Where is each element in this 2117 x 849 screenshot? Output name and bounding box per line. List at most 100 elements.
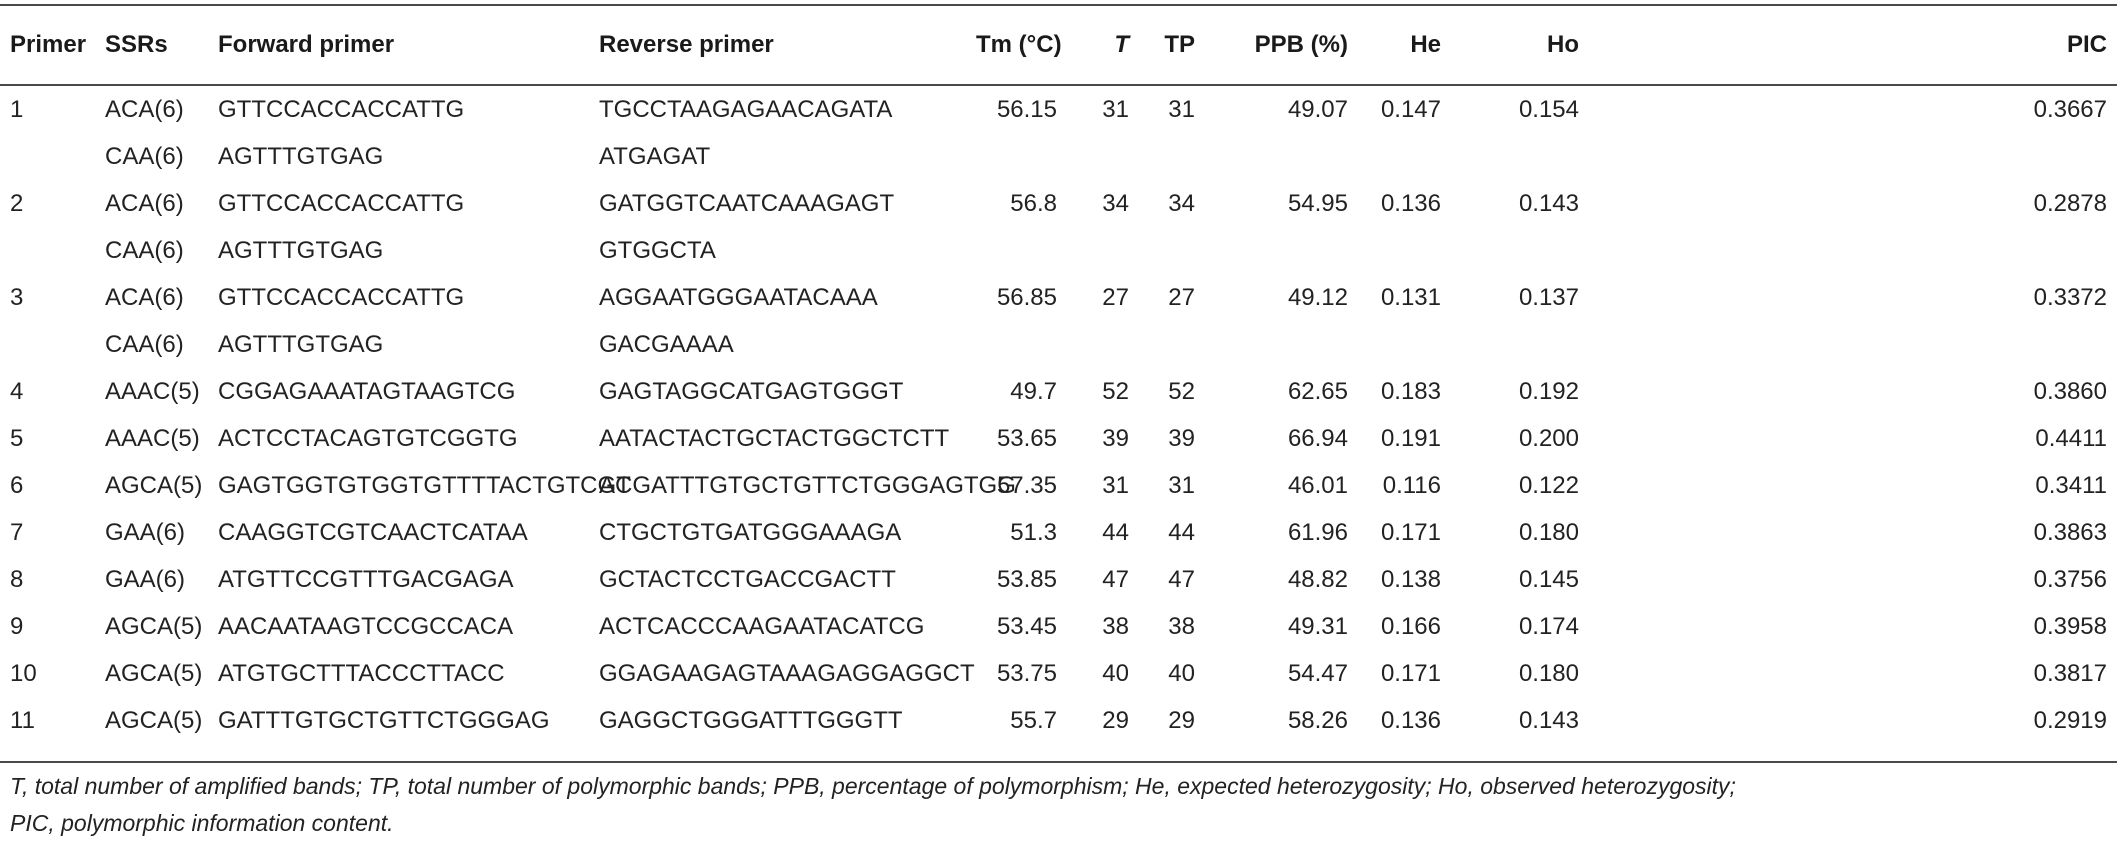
cell-forward-primer: GTTCCACCACCATTG (218, 95, 465, 123)
cell-t: 44 (1102, 518, 1129, 546)
table-row: 1 ACA(6) GTTCCACCACCATTG TGCCTAAGAGAACAG… (0, 85, 2117, 133)
cell-t: 34 (1102, 189, 1129, 217)
cell-tm: 55.7 (1010, 706, 1057, 734)
cell-he: 0.136 (1380, 189, 1441, 217)
footnote-line-2: PIC, polymorphic information content. (10, 810, 394, 836)
cell-primer: 1 (10, 95, 24, 123)
table-header: Primer SSRs Forward primer Reverse prime… (0, 4, 2117, 86)
cell-reverse-primer: AGGAATGGGAATACAAA (599, 283, 878, 311)
cell-tm: 51.3 (1010, 518, 1057, 546)
header-primer: Primer (0, 4, 105, 86)
cell-he (1348, 227, 1441, 274)
cell-primer: 3 (10, 283, 24, 311)
table-bottom-rule (0, 761, 2117, 763)
cell-he: 0.183 (1380, 377, 1441, 405)
cell-tm: 53.45 (996, 612, 1057, 640)
cell-primer (0, 133, 105, 180)
cell-ppb: 62.65 (1287, 377, 1348, 405)
cell-ho: 0.145 (1518, 565, 1579, 593)
cell-t: 38 (1102, 612, 1129, 640)
cell-tp: 44 (1168, 518, 1195, 546)
cell-ppb: 49.31 (1287, 612, 1348, 640)
cell-t (1057, 321, 1135, 368)
header-t: T (1057, 4, 1135, 86)
cell-forward-primer: AGTTTGTGAG (218, 142, 384, 170)
table-row: 10 AGCA(5) ATGTGCTTTACCCTTACC GGAGAAGAGT… (0, 650, 2117, 697)
cell-reverse-primer: GAGTAGGCATGAGTGGGT (599, 377, 904, 405)
cell-ppb: 61.96 (1287, 518, 1348, 546)
cell-ho (1441, 227, 1579, 274)
cell-forward-primer: AGTTTGTGAG (218, 236, 384, 264)
cell-primer: 9 (10, 612, 24, 640)
cell-ssrs: CAA(6) (105, 142, 184, 170)
cell-reverse-primer: ATGAGAT (599, 142, 711, 170)
cell-forward-primer: AGTTTGTGAG (218, 330, 384, 358)
cell-ssrs: AGCA(5) (105, 612, 203, 640)
cell-tm: 49.7 (1010, 377, 1057, 405)
cell-pic (1579, 227, 2117, 274)
cell-pic: 0.3958 (2033, 612, 2107, 640)
cell-tp: 52 (1168, 377, 1195, 405)
cell-ppb: 54.95 (1287, 189, 1348, 217)
cell-he: 0.138 (1380, 565, 1441, 593)
cell-he: 0.131 (1380, 283, 1441, 311)
header-ho: Ho (1441, 4, 1579, 86)
cell-he: 0.171 (1380, 518, 1441, 546)
cell-primer: 2 (10, 189, 24, 217)
cell-pic: 0.4411 (2035, 424, 2107, 452)
cell-tp: 31 (1168, 471, 1195, 499)
cell-tp (1135, 321, 1195, 368)
cell-pic: 0.3817 (2033, 659, 2107, 687)
cell-primer: 5 (10, 424, 24, 452)
cell-primer (0, 227, 105, 274)
cell-forward-primer: GTTCCACCACCATTG (218, 189, 465, 217)
cell-ssrs: GAA(6) (105, 565, 186, 593)
cell-ho: 0.137 (1518, 283, 1579, 311)
cell-t: 39 (1102, 424, 1129, 452)
cell-ssrs: GAA(6) (105, 518, 186, 546)
cell-tm: 53.85 (996, 565, 1057, 593)
cell-reverse-primer: TGCCTAAGAGAACAGATA (599, 95, 893, 123)
cell-he (1348, 321, 1441, 368)
cell-t: 52 (1102, 377, 1129, 405)
table-row: CAA(6) AGTTTGTGAG GACGAAAA (0, 321, 2117, 368)
cell-t (1057, 133, 1135, 180)
cell-tp (1135, 227, 1195, 274)
cell-primer: 11 (10, 706, 35, 734)
cell-tm (976, 321, 1057, 368)
cell-tp: 47 (1168, 565, 1195, 593)
cell-ho: 0.122 (1518, 471, 1579, 499)
cell-pic: 0.3756 (2033, 565, 2107, 593)
header-forward-primer: Forward primer (218, 4, 599, 86)
table-row: CAA(6) AGTTTGTGAG GTGGCTA (0, 227, 2117, 274)
cell-reverse-primer: AATACTACTGCTACTGGCTCTT (599, 424, 950, 452)
header-tm: Tm (°C) (976, 4, 1062, 86)
header-row: Primer SSRs Forward primer Reverse prime… (0, 4, 2117, 86)
cell-he: 0.191 (1380, 424, 1441, 452)
cell-tm: 56.8 (1010, 189, 1057, 217)
cell-tm (976, 227, 1057, 274)
cell-ho: 0.192 (1518, 377, 1579, 405)
cell-primer: 7 (10, 518, 24, 546)
cell-he: 0.147 (1380, 95, 1441, 123)
cell-he: 0.136 (1380, 706, 1441, 734)
cell-primer: 6 (10, 471, 24, 499)
header-he: He (1348, 4, 1441, 86)
cell-primer (0, 321, 105, 368)
cell-pic (1579, 321, 2117, 368)
cell-ppb (1195, 321, 1348, 368)
cell-reverse-primer: GTGGCTA (599, 236, 716, 264)
cell-tp: 40 (1168, 659, 1195, 687)
cell-pic: 0.3667 (2033, 95, 2107, 123)
cell-ssrs: AAAC(5) (105, 424, 200, 452)
cell-ppb: 46.01 (1287, 471, 1348, 499)
cell-reverse-primer: GATGGTCAATCAAAGAGT (599, 189, 895, 217)
table-row: 2 ACA(6) GTTCCACCACCATTG GATGGTCAATCAAAG… (0, 180, 2117, 227)
cell-tp (1135, 133, 1195, 180)
cell-ppb (1195, 133, 1348, 180)
cell-t: 27 (1102, 283, 1129, 311)
table-row: 3 ACA(6) GTTCCACCACCATTG AGGAATGGGAATACA… (0, 274, 2117, 321)
cell-reverse-primer: GAGGCTGGGATTTGGGTT (599, 706, 903, 734)
cell-tm: 57.35 (996, 471, 1057, 499)
